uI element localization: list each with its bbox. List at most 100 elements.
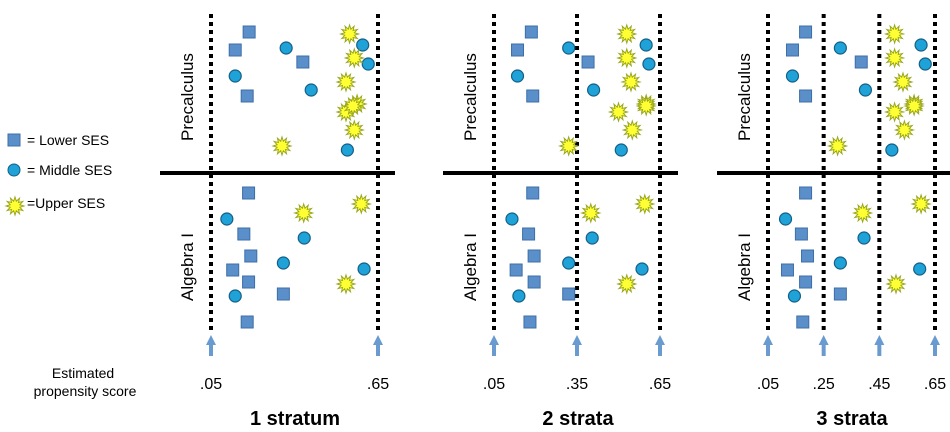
- marker-precalculus-square: [240, 89, 254, 103]
- marker-algebra-square: [244, 249, 258, 263]
- up-arrow-icon: [930, 335, 940, 356]
- marker-algebra-circle: [913, 262, 927, 276]
- marker-algebra-star: [634, 193, 656, 215]
- marker-algebra-square: [780, 263, 794, 277]
- panel-title: 1 stratum: [250, 408, 340, 430]
- marker-algebra-circle: [857, 231, 871, 245]
- algebra-label: Algebra I: [178, 233, 197, 301]
- marker-precalculus-star: [892, 71, 914, 93]
- marker-precalculus-circle: [304, 83, 318, 97]
- marker-algebra-circle: [220, 212, 234, 226]
- tick-label: .05: [483, 376, 505, 393]
- marker-algebra-star: [885, 273, 907, 295]
- marker-algebra-star: [910, 193, 932, 215]
- marker-precalculus-circle: [858, 83, 873, 97]
- marker-algebra-square: [796, 315, 810, 329]
- marker-algebra-square: [522, 227, 536, 241]
- marker-algebra-circle: [635, 262, 649, 276]
- legend-lower: = Lower SES: [7, 132, 109, 148]
- marker-precalculus-star: [903, 95, 925, 117]
- marker-precalculus-circle: [586, 83, 601, 97]
- legend: = Lower SES = Middle SES =Upper SES: [4, 132, 112, 217]
- marker-precalculus-square: [526, 89, 540, 103]
- marker-algebra-circle: [585, 231, 599, 245]
- axis-caption-line-2: propensity score: [34, 383, 137, 399]
- marker-precalculus-square: [799, 25, 813, 39]
- marker-precalculus-circle: [510, 69, 525, 83]
- legend-middle: = Middle SES: [7, 162, 112, 178]
- marker-algebra-square: [242, 186, 256, 200]
- marker-algebra-square: [562, 287, 576, 301]
- panel-1: Precalculus Algebra I .05 .65 1 stratum: [160, 14, 395, 430]
- marker-precalculus-star: [635, 95, 657, 117]
- tick-label: .65: [924, 376, 946, 393]
- marker-precalculus-star: [893, 119, 916, 141]
- starburst-icon: [4, 195, 26, 217]
- marker-precalculus-square: [581, 55, 595, 69]
- marker-algebra-square: [226, 263, 240, 277]
- marker-precalculus-circle: [642, 57, 656, 71]
- marker-precalculus-square: [854, 55, 868, 69]
- marker-precalculus-star: [616, 47, 638, 69]
- marker-precalculus-circle: [356, 38, 370, 52]
- tick-label: .45: [868, 376, 890, 393]
- up-arrow-icon: [206, 335, 216, 356]
- marker-precalculus-square: [228, 43, 242, 57]
- tick-label: .35: [566, 376, 588, 393]
- marker-precalculus-circle: [833, 41, 847, 55]
- circle-icon: [7, 163, 21, 177]
- marker-algebra-circle: [787, 289, 802, 303]
- marker-precalculus-square: [799, 89, 813, 103]
- legend-lower-label: = Lower SES: [27, 132, 109, 148]
- up-arrow-icon: [818, 335, 829, 356]
- legend-middle-label: = Middle SES: [27, 162, 112, 178]
- marker-precalculus-square: [785, 43, 799, 57]
- marker-precalculus-circle: [918, 57, 932, 71]
- marker-precalculus-star: [883, 23, 906, 45]
- marker-algebra-square: [527, 249, 541, 263]
- marker-precalculus-star: [338, 23, 361, 45]
- marker-algebra-circle: [562, 256, 576, 270]
- algebra-label: Algebra I: [461, 233, 480, 301]
- legend-upper-label: =Upper SES: [27, 195, 105, 211]
- axis-caption: Estimated propensity score: [34, 365, 137, 399]
- marker-precalculus-star: [826, 135, 849, 157]
- precalculus-label: Precalculus: [735, 53, 754, 141]
- tick-label: .65: [649, 376, 671, 393]
- marker-precalculus-circle: [562, 41, 576, 55]
- marker-precalculus-circle: [340, 143, 354, 157]
- up-arrow-icon: [655, 335, 665, 356]
- precalculus-label: Precalculus: [178, 53, 197, 141]
- marker-algebra-star: [335, 273, 357, 295]
- marker-precalculus-star: [558, 135, 580, 157]
- tick-label: .05: [200, 376, 222, 393]
- marker-algebra-square: [527, 275, 541, 289]
- marker-algebra-star: [616, 273, 638, 295]
- marker-algebra-circle: [512, 289, 526, 303]
- marker-algebra-circle: [228, 289, 242, 303]
- axis-caption-line-1: Estimated: [52, 365, 114, 381]
- marker-algebra-square: [276, 287, 290, 301]
- marker-precalculus-star: [883, 101, 906, 123]
- marker-precalculus-square: [242, 25, 256, 39]
- marker-precalculus-star: [271, 135, 293, 157]
- up-arrow-icon: [489, 335, 499, 356]
- up-arrow-icon: [572, 335, 582, 356]
- marker-precalculus-circle: [885, 143, 899, 157]
- marker-algebra-square: [509, 263, 523, 277]
- marker-precalculus-square: [511, 43, 525, 57]
- legend-upper: =Upper SES: [4, 195, 105, 217]
- marker-algebra-circle: [276, 256, 290, 270]
- marker-algebra-square: [833, 287, 847, 301]
- marker-precalculus-square: [524, 25, 538, 39]
- marker-algebra-circle: [297, 231, 311, 245]
- marker-precalculus-circle: [279, 41, 293, 55]
- panel-2: Precalculus Algebra I .05 .35 .65 2 strata: [443, 14, 678, 430]
- tick-label: .25: [813, 376, 835, 393]
- marker-algebra-circle: [505, 212, 519, 226]
- square-icon: [7, 133, 21, 147]
- marker-algebra-circle: [778, 212, 793, 226]
- marker-precalculus-star: [343, 47, 365, 69]
- marker-precalculus-star: [607, 101, 630, 123]
